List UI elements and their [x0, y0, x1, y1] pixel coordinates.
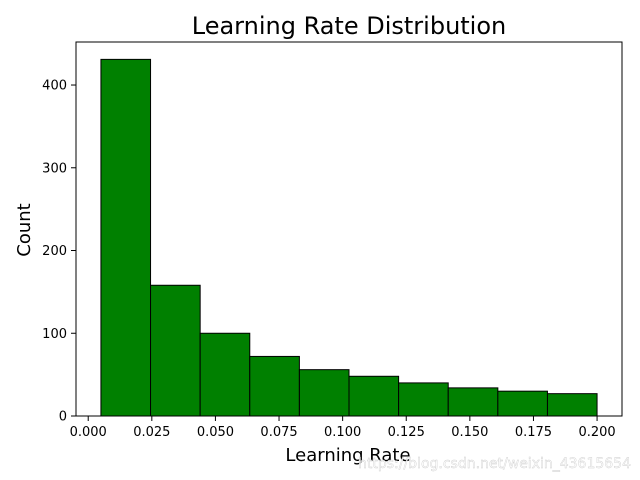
x-tick-label: 0.150	[451, 425, 488, 440]
x-tick-label: 0.175	[515, 425, 552, 440]
y-tick-label: 400	[42, 79, 67, 94]
histogram-bar	[447, 387, 499, 417]
y-axis-title: Count	[14, 203, 35, 256]
x-axis-ticks: 0.000 0.025 0.050 0.075 0.100 0.125 0.150 0.175…	[70, 416, 616, 440]
x-tick-label: 0.075	[260, 425, 297, 440]
histogram-bar	[398, 382, 449, 417]
histogram-bar	[348, 375, 400, 417]
histogram-bar	[249, 355, 300, 417]
histogram-bar	[199, 332, 251, 417]
y-tick-label: 100	[42, 327, 67, 342]
x-tick-label: 0.100	[324, 425, 361, 440]
y-tick-label: 0	[59, 410, 67, 425]
chart-title: Learning Rate Distribution	[192, 12, 507, 40]
histogram-bar	[150, 284, 201, 417]
histogram-bar	[546, 393, 598, 417]
histogram-bar	[100, 58, 152, 417]
x-tick-label: 0.050	[197, 425, 234, 440]
histogram-bar	[497, 390, 548, 417]
y-tick-label: 300	[42, 161, 67, 176]
y-tick-label: 200	[42, 244, 67, 259]
x-tick-label: 0.000	[70, 425, 107, 440]
x-tick-label: 0.125	[388, 425, 425, 440]
y-axis-ticks: 0 100 200 300 400	[42, 79, 76, 425]
bars-group	[100, 58, 598, 417]
watermark-text: https://blog.csdn.net/weixin_43615654	[358, 456, 631, 472]
x-tick-label: 0.200	[578, 425, 615, 440]
plot-frame	[75, 41, 623, 417]
x-axis-title: Learning Rate	[285, 445, 410, 466]
histogram-bar	[298, 369, 350, 417]
x-tick-label: 0.025	[133, 425, 170, 440]
